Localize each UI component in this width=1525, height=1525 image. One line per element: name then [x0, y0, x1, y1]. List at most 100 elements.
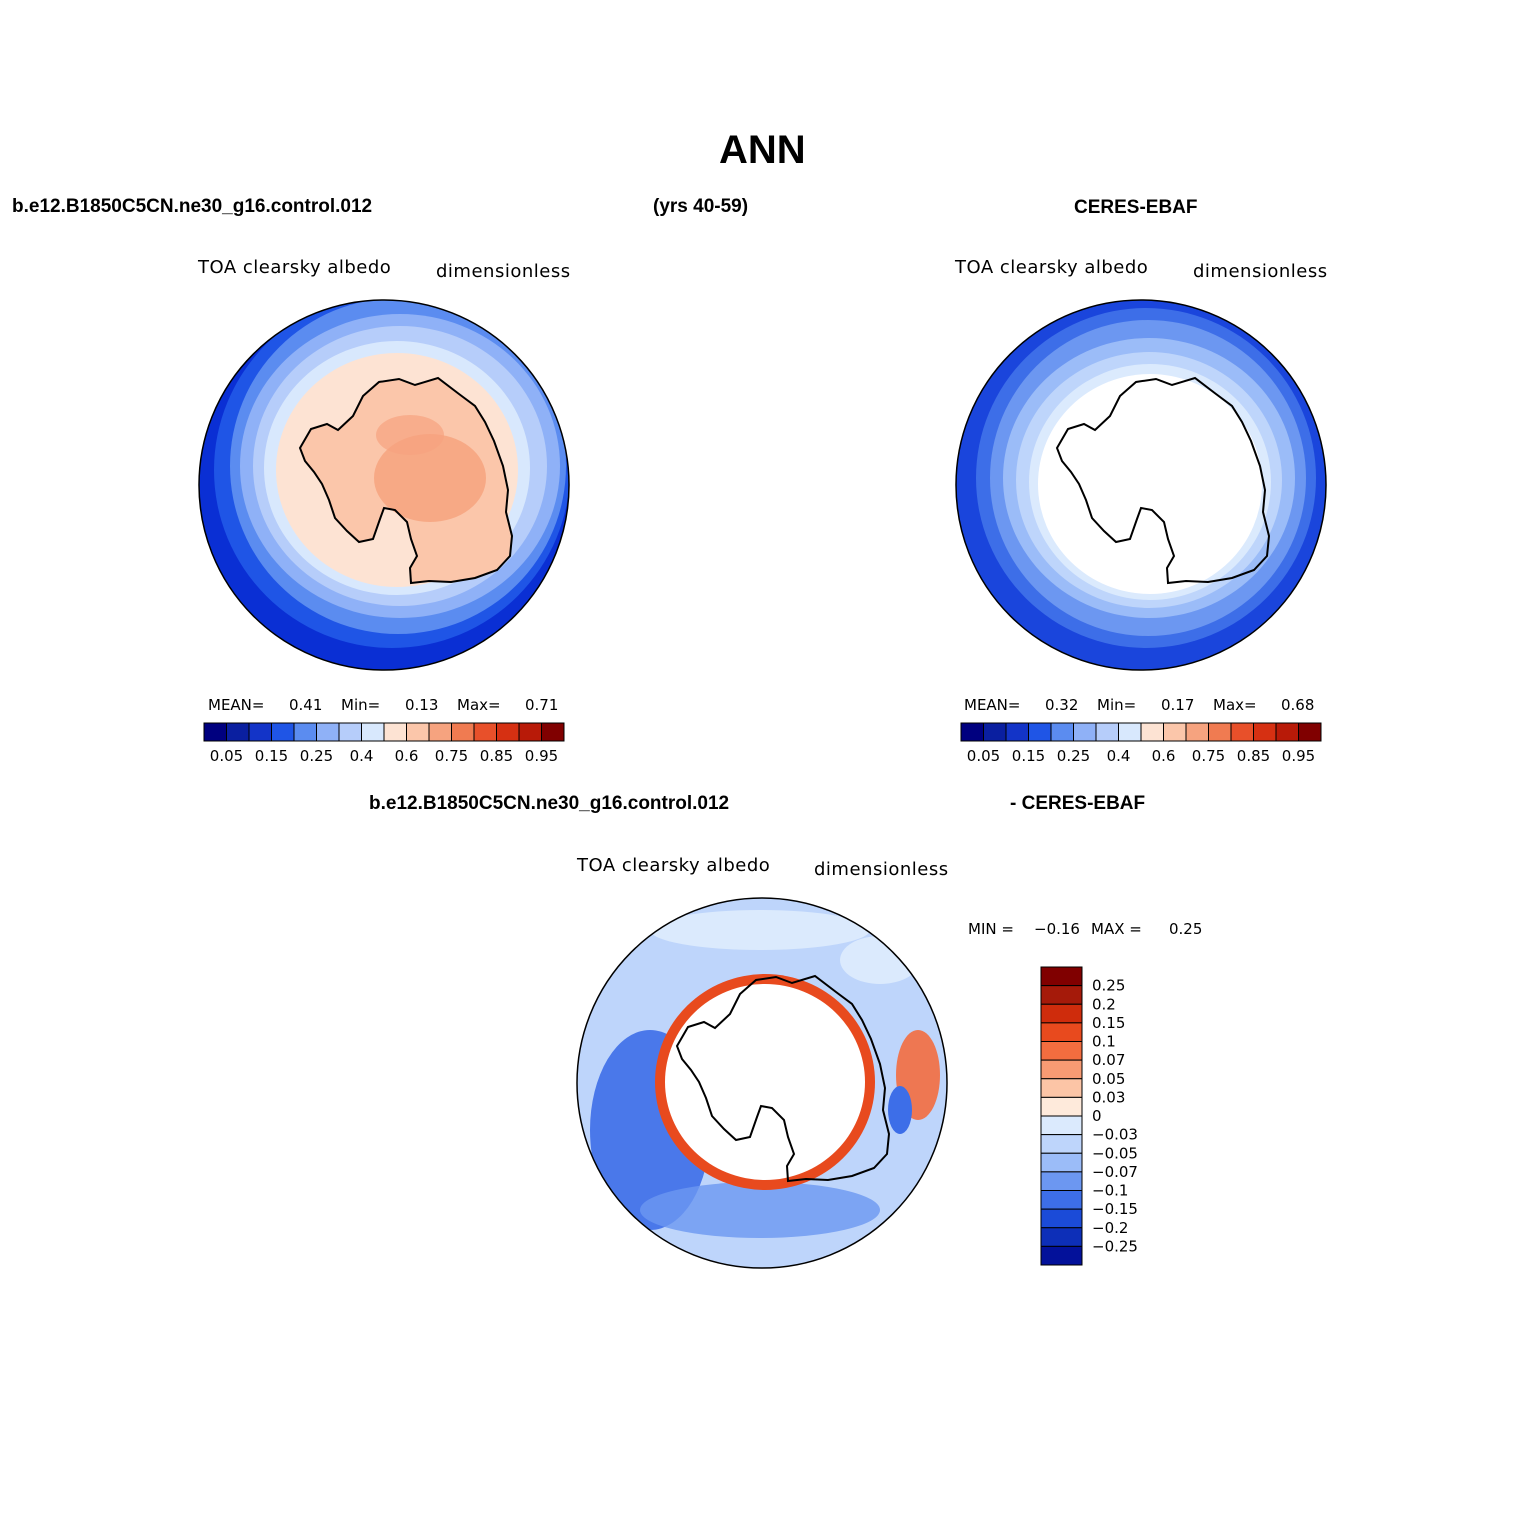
- obs-colorbar-box-4: [1050, 722, 1074, 742]
- diff-colorbar-tick-label: −0.25: [1092, 1237, 1138, 1255]
- diff-map-border: [576, 897, 948, 1269]
- model-min-label: Min=: [341, 696, 381, 714]
- obs-colorbar-box-15: [1298, 722, 1322, 742]
- diff-colorbar-box-13: [1040, 1208, 1083, 1229]
- diff-units-label: dimensionless: [814, 859, 949, 880]
- model-colorbar-tick-label: 0.05: [210, 747, 243, 765]
- diff-colorbar-box-10: [1040, 1152, 1083, 1173]
- model-map-border: [198, 299, 570, 671]
- obs-colorbar-tick-label: 0.05: [967, 747, 1000, 765]
- diff-colorbar-box-15: [1040, 1245, 1083, 1266]
- diff-colorbar-box-11: [1040, 1171, 1083, 1191]
- years-label: (yrs 40-59): [653, 196, 749, 217]
- diff-colorbar-box-9: [1040, 1134, 1083, 1154]
- diff-colorbar-tick-label: 0.05: [1092, 1070, 1125, 1088]
- model-colorbar-box-2: [248, 722, 272, 742]
- obs-polar-map: [956, 300, 1326, 670]
- diff-min-label: MIN =: [968, 920, 1014, 938]
- model-colorbar-box-4: [293, 722, 317, 742]
- diff-colorbar-box-4: [1040, 1041, 1083, 1061]
- model-colorbar-box-14: [518, 722, 542, 742]
- diff-min-value: −0.16: [1034, 920, 1080, 938]
- obs-max-value: 0.68: [1281, 696, 1315, 714]
- obs-colorbar-box-3: [1028, 722, 1052, 742]
- model-colorbar-tick-label: 0.4: [350, 747, 374, 765]
- obs-colorbar-box-10: [1185, 722, 1209, 742]
- model-mean-label: MEAN=: [208, 696, 265, 714]
- obs-colorbar-tick-label: 0.6: [1152, 747, 1176, 765]
- model-colorbar-tick-label: 0.85: [480, 747, 513, 765]
- diff-colorbar-box-0: [1040, 966, 1083, 987]
- diff-colorbar-tick-label: −0.05: [1092, 1144, 1138, 1162]
- diff-colorbar-tick-label: 0.25: [1092, 977, 1125, 995]
- model-colorbar-box-13: [496, 722, 520, 742]
- diff-colorbar-box-8: [1040, 1115, 1083, 1136]
- obs-colorbar-box-11: [1208, 722, 1232, 742]
- diff-obs-name-label: - CERES-EBAF: [1010, 793, 1146, 814]
- diff-colorbar-tick-label: 0.2: [1092, 995, 1116, 1013]
- model-units-label: dimensionless: [436, 261, 571, 282]
- obs-units-label: dimensionless: [1193, 261, 1328, 282]
- diff-colorbar-box-2: [1040, 1003, 1083, 1024]
- model-colorbar-box-12: [473, 722, 497, 742]
- model-mean-value: 0.41: [289, 696, 323, 714]
- obs-colorbar-box-5: [1073, 722, 1097, 742]
- model-colorbar-box-7: [361, 722, 385, 742]
- obs-mean-label: MEAN=: [964, 696, 1021, 714]
- model-colorbar-box-0: [203, 722, 227, 742]
- model-max-label: Max=: [457, 696, 501, 714]
- model-colorbar-box-8: [383, 722, 407, 742]
- model-colorbar-tick-label: 0.15: [255, 747, 288, 765]
- obs-colorbar-box-14: [1275, 722, 1299, 742]
- obs-colorbar-box-9: [1163, 722, 1187, 742]
- diff-case-name-label: b.e12.B1850C5CN.ne30_g16.control.012: [369, 793, 730, 814]
- obs-mean-value: 0.32: [1045, 696, 1079, 714]
- diff-colorbar-box-1: [1040, 985, 1083, 1005]
- model-colorbar-tick-label: 0.95: [525, 747, 558, 765]
- diff-colorbar: 0.250.20.150.10.070.050.030−0.03−0.05−0.…: [1040, 966, 1138, 1266]
- obs-variable-label: TOA clearsky albedo: [955, 257, 1149, 278]
- model-colorbar-tick-label: 0.75: [435, 747, 468, 765]
- case-name-label: b.e12.B1850C5CN.ne30_g16.control.012: [12, 196, 373, 217]
- diff-colorbar-tick-label: 0.07: [1092, 1051, 1125, 1069]
- obs-colorbar-tick-label: 0.85: [1237, 747, 1270, 765]
- model-variable-label: TOA clearsky albedo: [198, 257, 392, 278]
- obs-colorbar-box-0: [960, 722, 984, 742]
- diff-colorbar-tick-label: −0.2: [1092, 1219, 1128, 1237]
- model-colorbar-box-6: [338, 722, 362, 742]
- obs-colorbar-box-1: [983, 722, 1007, 742]
- obs-colorbar-box-7: [1118, 722, 1142, 742]
- diff-variable-label: TOA clearsky albedo: [577, 855, 771, 876]
- diff-colorbar-tick-label: −0.03: [1092, 1126, 1138, 1144]
- diff-colorbar-tick-label: 0: [1092, 1107, 1102, 1125]
- diff-colorbar-tick-label: 0.03: [1092, 1088, 1125, 1106]
- obs-min-value: 0.17: [1161, 696, 1195, 714]
- obs-colorbar-tick-label: 0.4: [1107, 747, 1131, 765]
- diff-colorbar-tick-label: −0.15: [1092, 1200, 1138, 1218]
- model-colorbar-box-11: [451, 722, 475, 742]
- obs-colorbar-box-12: [1230, 722, 1254, 742]
- model-colorbar-box-5: [316, 722, 340, 742]
- obs-colorbar-tick-label: 0.25: [1057, 747, 1090, 765]
- diff-colorbar-box-7: [1040, 1096, 1083, 1117]
- diff-colorbar-tick-label: 0.1: [1092, 1033, 1116, 1051]
- model-colorbar-tick-label: 0.6: [395, 747, 419, 765]
- model-colorbar-box-9: [406, 722, 430, 742]
- obs-map-border: [955, 299, 1327, 671]
- diff-colorbar-box-14: [1040, 1227, 1083, 1247]
- model-polar-map: [199, 300, 569, 670]
- diff-polar-map: [577, 898, 947, 1268]
- model-colorbar-box-15: [541, 722, 565, 742]
- obs-colorbar-box-6: [1095, 722, 1119, 742]
- obs-colorbar-box-2: [1005, 722, 1029, 742]
- model-colorbar: 0.05 0.15 0.25 0.4 0.6 0.75 0.85 0.95: [203, 722, 565, 765]
- diff-colorbar-box-3: [1040, 1022, 1083, 1042]
- diff-colorbar-box-12: [1040, 1190, 1083, 1210]
- diff-colorbar-tick-label: −0.1: [1092, 1182, 1128, 1200]
- diff-max-label: MAX =: [1091, 920, 1142, 938]
- diff-max-value: 0.25: [1169, 920, 1203, 938]
- page-title: ANN: [719, 128, 806, 172]
- model-colorbar-box-3: [271, 722, 295, 742]
- model-max-value: 0.71: [525, 696, 559, 714]
